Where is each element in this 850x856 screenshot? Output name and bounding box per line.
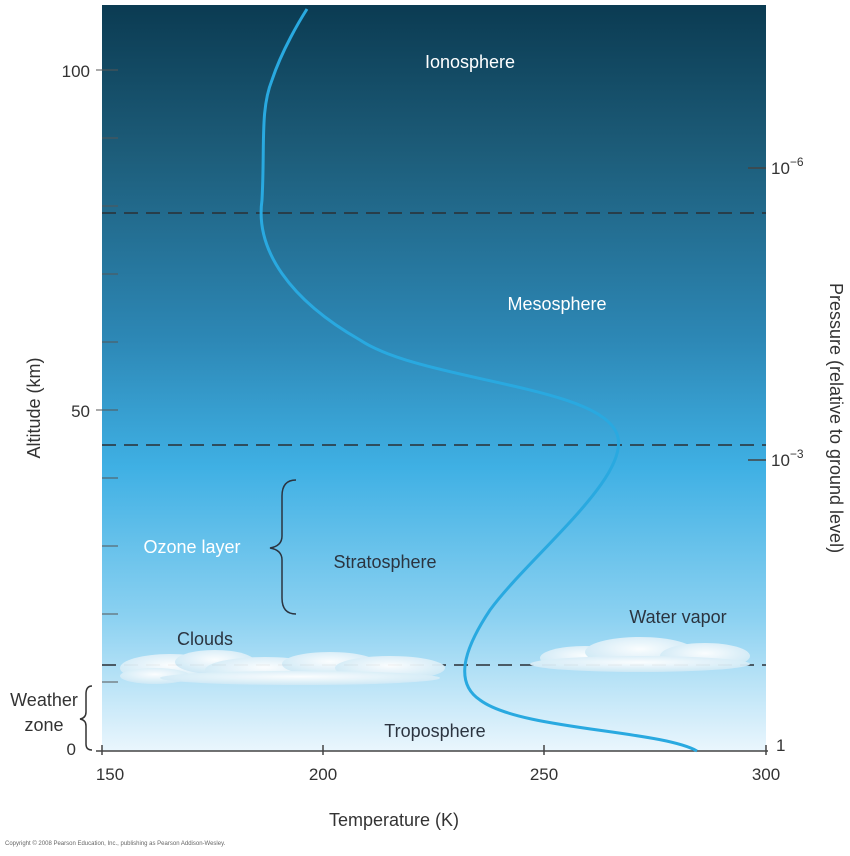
pressure-ticks <box>748 167 766 461</box>
ozone-layer-label: Ozone layer <box>143 537 240 557</box>
temperature-axis-title: Temperature (K) <box>329 810 459 830</box>
ozone-bracket <box>269 479 297 615</box>
copyright-text: Copyright © 2008 Pearson Education, Inc.… <box>5 840 226 847</box>
mesosphere-label: Mesosphere <box>507 294 606 314</box>
x-axis-ticks <box>101 745 767 755</box>
troposphere-label: Troposphere <box>384 721 485 741</box>
weather-zone-label-1: Weather <box>10 690 78 710</box>
ionosphere-label: Ionosphere <box>425 52 515 72</box>
temperature-tick-150: 150 <box>96 765 124 784</box>
cloud-band-right <box>530 637 750 672</box>
temperature-curve <box>259 8 698 753</box>
pressure-tick-e3: 10−3 <box>771 447 804 470</box>
pressure-tick-1: 1 <box>776 736 785 755</box>
stratosphere-label: Stratosphere <box>333 552 436 572</box>
weather-bracket <box>79 685 93 751</box>
weather-zone-label-2: zone <box>24 715 63 735</box>
temperature-tick-250: 250 <box>530 765 558 784</box>
altitude-axis-title: Altitude (km) <box>24 357 44 458</box>
altitude-tick-100: 100 <box>62 62 90 81</box>
pressure-axis-title: Pressure (relative to ground level) <box>826 283 846 553</box>
sky-background <box>102 5 766 751</box>
temperature-tick-200: 200 <box>309 765 337 784</box>
altitude-minor-ticks <box>96 69 118 683</box>
clouds-label: Clouds <box>177 629 233 649</box>
altitude-tick-50: 50 <box>71 402 90 421</box>
temperature-tick-300: 300 <box>752 765 780 784</box>
altitude-tick-0: 0 <box>67 740 76 759</box>
water-vapor-label: Water vapor <box>629 607 726 627</box>
pressure-tick-e6: 10−6 <box>771 155 804 178</box>
cloud-band-left <box>120 650 445 685</box>
